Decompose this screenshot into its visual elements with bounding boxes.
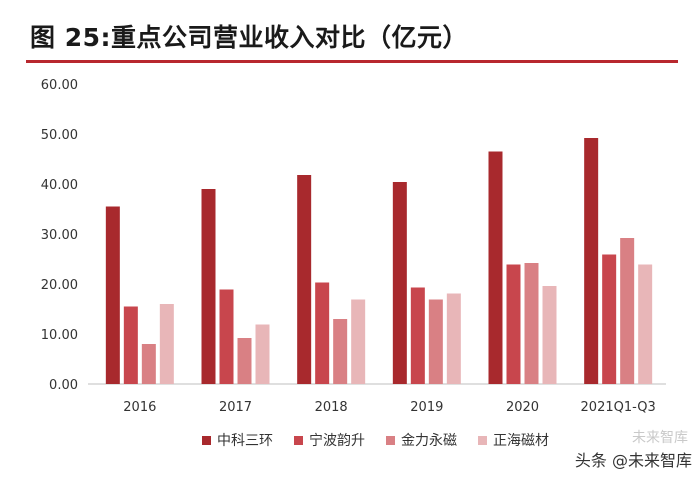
y-tick-label: 50.00 (41, 128, 78, 143)
watermark-text: 头条 @未来智库 (574, 451, 692, 470)
bar-5-0 (584, 138, 599, 384)
bar-3-3 (446, 293, 461, 384)
bar-4-0 (488, 151, 503, 384)
bar-3-0 (392, 182, 407, 384)
bar-0-3 (159, 304, 174, 384)
x-tick-label: 2016 (123, 400, 156, 415)
bar-0-0 (105, 206, 120, 384)
bar-5-1 (602, 254, 617, 384)
bar-4-3 (542, 286, 557, 384)
bar-3-2 (428, 299, 443, 384)
bar-3-1 (410, 287, 425, 384)
y-tick-label: 10.00 (41, 328, 78, 343)
legend-label: 宁波韵升 (309, 432, 365, 449)
chart-panel: 0.00 10.00 20.00 30.00 40.00 50.00 60.00 2016 20… (26, 64, 678, 478)
figure-title: 图 25:重点公司营业收入对比（亿元） (30, 23, 468, 52)
bar-5-3 (638, 264, 653, 384)
bar-chart: 0.00 10.00 20.00 30.00 40.00 50.00 60.00 2016 20… (41, 78, 666, 449)
bar-1-3 (255, 324, 270, 384)
y-tick-label: 40.00 (41, 178, 78, 193)
bar-2-0 (297, 175, 312, 384)
legend-label: 金力永磁 (401, 433, 457, 449)
legend-swatch (294, 436, 303, 445)
bar-5-2 (620, 238, 635, 384)
x-tick-label: 2021Q1-Q3 (581, 400, 656, 415)
y-tick-label: 0.00 (49, 378, 78, 393)
y-tick-label: 20.00 (41, 278, 78, 293)
bar-0-2 (141, 344, 156, 384)
bar-2-3 (351, 299, 366, 384)
legend-label: 中科三环 (217, 433, 273, 449)
watermark-logo: 未来智库 (632, 430, 688, 446)
bar-1-2 (237, 338, 252, 384)
y-tick-label: 60.00 (41, 78, 78, 93)
legend-swatch (478, 436, 487, 445)
legend-swatch (386, 436, 395, 445)
bar-1-0 (201, 189, 216, 384)
bar-0-1 (123, 306, 138, 384)
title-divider (26, 60, 678, 63)
x-tick-label: 2019 (410, 400, 443, 415)
legend-swatch (202, 436, 211, 445)
bar-4-2 (524, 263, 539, 384)
x-tick-label: 2018 (315, 400, 348, 415)
bar-2-2 (333, 319, 348, 384)
x-tick-label: 2017 (219, 400, 252, 415)
bar-4-1 (506, 264, 521, 384)
y-tick-label: 30.00 (41, 228, 78, 243)
bar-1-1 (219, 289, 234, 384)
x-tick-label: 2020 (506, 400, 539, 415)
bar-2-1 (315, 282, 330, 384)
legend-label: 正海磁材 (493, 433, 549, 449)
